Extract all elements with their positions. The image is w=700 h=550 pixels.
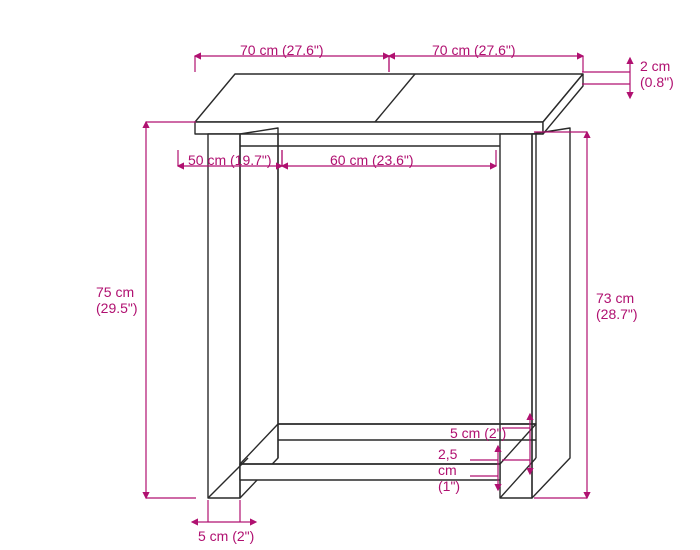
dim-height_75: 75 cm (29.5") — [96, 284, 138, 316]
dim-foot_5: 5 cm (2") — [198, 528, 254, 544]
dim-inner_50: 50 cm (19.7") — [188, 152, 272, 168]
dim-bar_25: 2,5 cm (1") — [438, 446, 460, 494]
dim-thk_2: 2 cm (0.8") — [640, 58, 674, 90]
dim-height_73: 73 cm (28.7") — [596, 290, 638, 322]
dim-bar_5: 5 cm (2") — [450, 425, 506, 441]
dim-width_back: 70 cm (27.6") — [432, 42, 516, 58]
dim-width_front: 70 cm (27.6") — [240, 42, 324, 58]
dim-inner_60: 60 cm (23.6") — [330, 152, 414, 168]
diagram-svg — [0, 0, 700, 550]
